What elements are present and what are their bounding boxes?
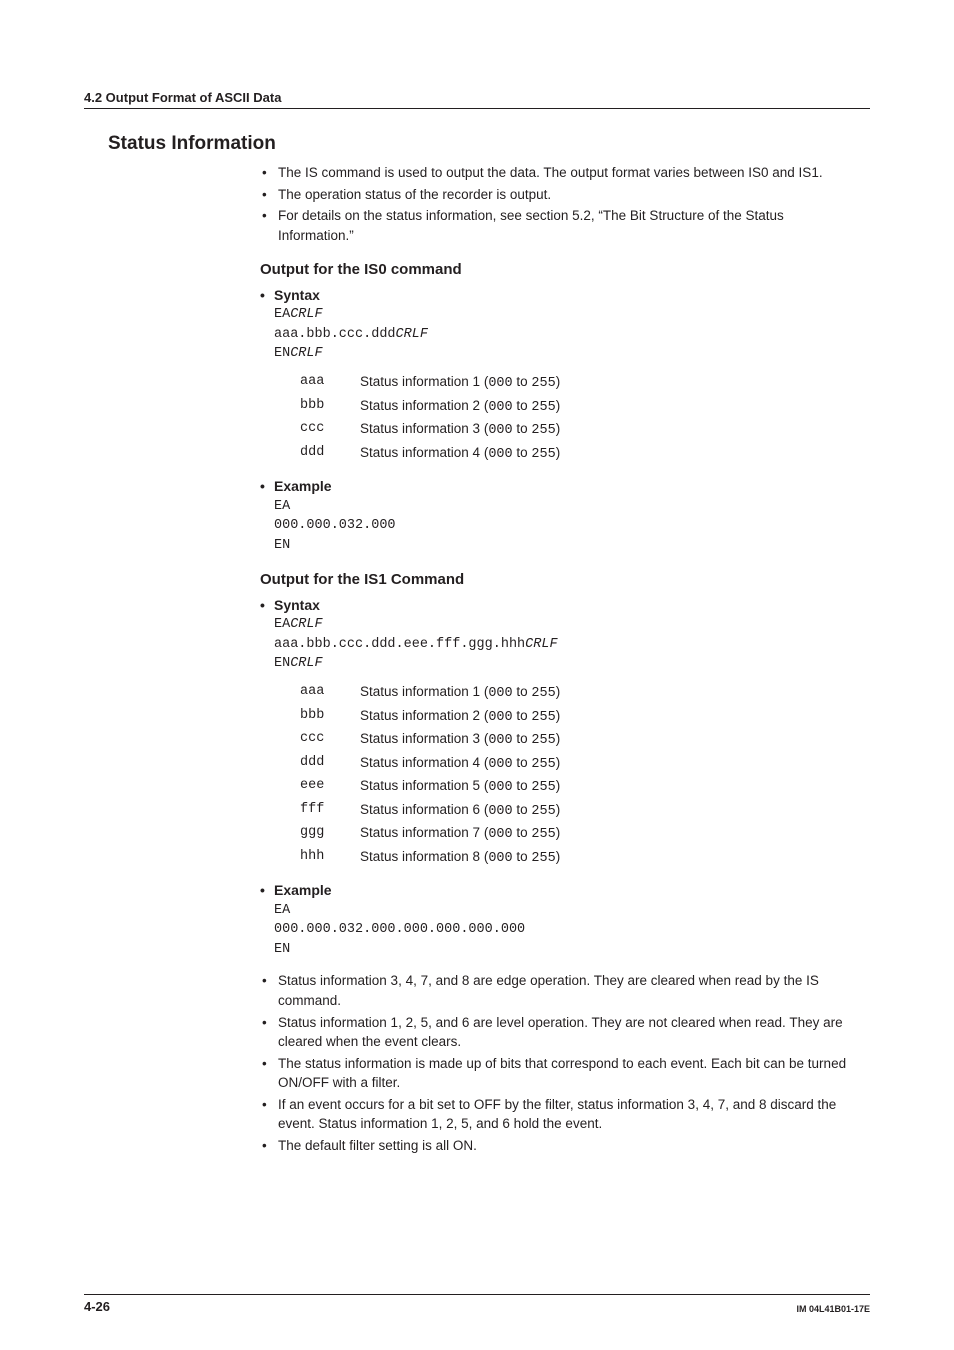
syntax-text: EA [274,617,290,632]
note-bullet: Status information 3, 4, 7, and 8 are ed… [260,971,860,1010]
intro-bullets: The IS command is used to output the dat… [260,163,860,245]
def-key: eee [300,776,360,798]
def-desc: Status information 2 (000 to 255) [360,706,560,728]
def-key: aaa [300,372,360,394]
is0-example-block: EA 000.000.032.000 EN [274,497,860,556]
document-id: IM 04L41B01-17E [796,1304,870,1314]
syntax-line: ENCRLF [274,654,860,674]
syntax-crlf: CRLF [290,617,322,632]
is1-syntax-label: Syntax [260,595,860,615]
syntax-line: aaa.bbb.ccc.dddCRLF [274,325,860,345]
def-row: aaaStatus information 1 (000 to 255) [300,682,860,704]
page: 4.2 Output Format of ASCII Data Status I… [0,0,954,1350]
syntax-crlf: CRLF [525,637,557,652]
is0-heading: Output for the IS0 command [260,259,860,281]
page-number: 4-26 [84,1299,110,1314]
def-desc: Status information 5 (000 to 255) [360,776,560,798]
is1-syntax-block: EACRLF aaa.bbb.ccc.ddd.eee.fff.ggg.hhhCR… [274,615,860,674]
syntax-line: EACRLF [274,305,860,325]
def-key: hhh [300,847,360,869]
intro-bullet: The IS command is used to output the dat… [260,163,860,183]
syntax-crlf: CRLF [290,307,322,322]
intro-bullet: For details on the status information, s… [260,206,860,245]
def-desc: Status information 3 (000 to 255) [360,729,560,751]
syntax-text: aaa.bbb.ccc.ddd [274,327,396,342]
def-key: ccc [300,419,360,441]
is0-syntax-block: EACRLF aaa.bbb.ccc.dddCRLF ENCRLF [274,305,860,364]
is0-example-label: Example [260,476,860,496]
def-row: gggStatus information 7 (000 to 255) [300,823,860,845]
is1-example-block: EA 000.000.032.000.000.000.000.000 EN [274,901,860,960]
def-desc: Status information 2 (000 to 255) [360,396,560,418]
syntax-crlf: CRLF [290,346,322,361]
note-bullet: Status information 1, 2, 5, and 6 are le… [260,1013,860,1052]
def-key: ddd [300,753,360,775]
def-row: eeeStatus information 5 (000 to 255) [300,776,860,798]
def-row: cccStatus information 3 (000 to 255) [300,419,860,441]
def-key: bbb [300,706,360,728]
syntax-line: EACRLF [274,615,860,635]
def-key: ccc [300,729,360,751]
def-row: dddStatus information 4 (000 to 255) [300,443,860,465]
syntax-crlf: CRLF [290,656,322,671]
def-key: fff [300,800,360,822]
is1-example-label: Example [260,880,860,900]
def-desc: Status information 4 (000 to 255) [360,753,560,775]
example-line: 000.000.032.000.000.000.000.000 [274,920,860,940]
syntax-text: EN [274,656,290,671]
def-key: ddd [300,443,360,465]
notes-list: Status information 3, 4, 7, and 8 are ed… [260,971,860,1155]
def-key: bbb [300,396,360,418]
def-row: cccStatus information 3 (000 to 255) [300,729,860,751]
syntax-text: EA [274,307,290,322]
syntax-text: EN [274,346,290,361]
running-head: 4.2 Output Format of ASCII Data [84,90,870,109]
def-row: bbbStatus information 2 (000 to 255) [300,396,860,418]
is0-def-table: aaaStatus information 1 (000 to 255) bbb… [300,372,860,464]
is1-heading: Output for the IS1 Command [260,569,860,591]
is1-def-table: aaaStatus information 1 (000 to 255) bbb… [300,682,860,869]
content-column: The IS command is used to output the dat… [260,163,860,1156]
def-key: aaa [300,682,360,704]
example-line: 000.000.032.000 [274,516,860,536]
def-row: dddStatus information 4 (000 to 255) [300,753,860,775]
example-line: EA [274,497,860,517]
note-bullet: The status information is made up of bit… [260,1054,860,1093]
syntax-line: aaa.bbb.ccc.ddd.eee.fff.ggg.hhhCRLF [274,635,860,655]
syntax-text: aaa.bbb.ccc.ddd.eee.fff.ggg.hhh [274,637,525,652]
note-bullet: The default filter setting is all ON. [260,1136,860,1156]
is0-syntax-label: Syntax [260,285,860,305]
example-line: EA [274,901,860,921]
def-row: fffStatus information 6 (000 to 255) [300,800,860,822]
def-desc: Status information 1 (000 to 255) [360,682,560,704]
def-desc: Status information 8 (000 to 255) [360,847,560,869]
example-line: EN [274,536,860,556]
intro-bullet: The operation status of the recorder is … [260,185,860,205]
def-desc: Status information 6 (000 to 255) [360,800,560,822]
def-key: ggg [300,823,360,845]
def-row: bbbStatus information 2 (000 to 255) [300,706,860,728]
example-line: EN [274,940,860,960]
syntax-line: ENCRLF [274,344,860,364]
page-footer: 4-26 IM 04L41B01-17E [84,1294,870,1314]
def-desc: Status information 3 (000 to 255) [360,419,560,441]
def-row: hhhStatus information 8 (000 to 255) [300,847,860,869]
def-row: aaaStatus information 1 (000 to 255) [300,372,860,394]
def-desc: Status information 7 (000 to 255) [360,823,560,845]
syntax-crlf: CRLF [396,327,428,342]
section-title: Status Information [108,133,854,155]
note-bullet: If an event occurs for a bit set to OFF … [260,1095,860,1134]
def-desc: Status information 1 (000 to 255) [360,372,560,394]
def-desc: Status information 4 (000 to 255) [360,443,560,465]
